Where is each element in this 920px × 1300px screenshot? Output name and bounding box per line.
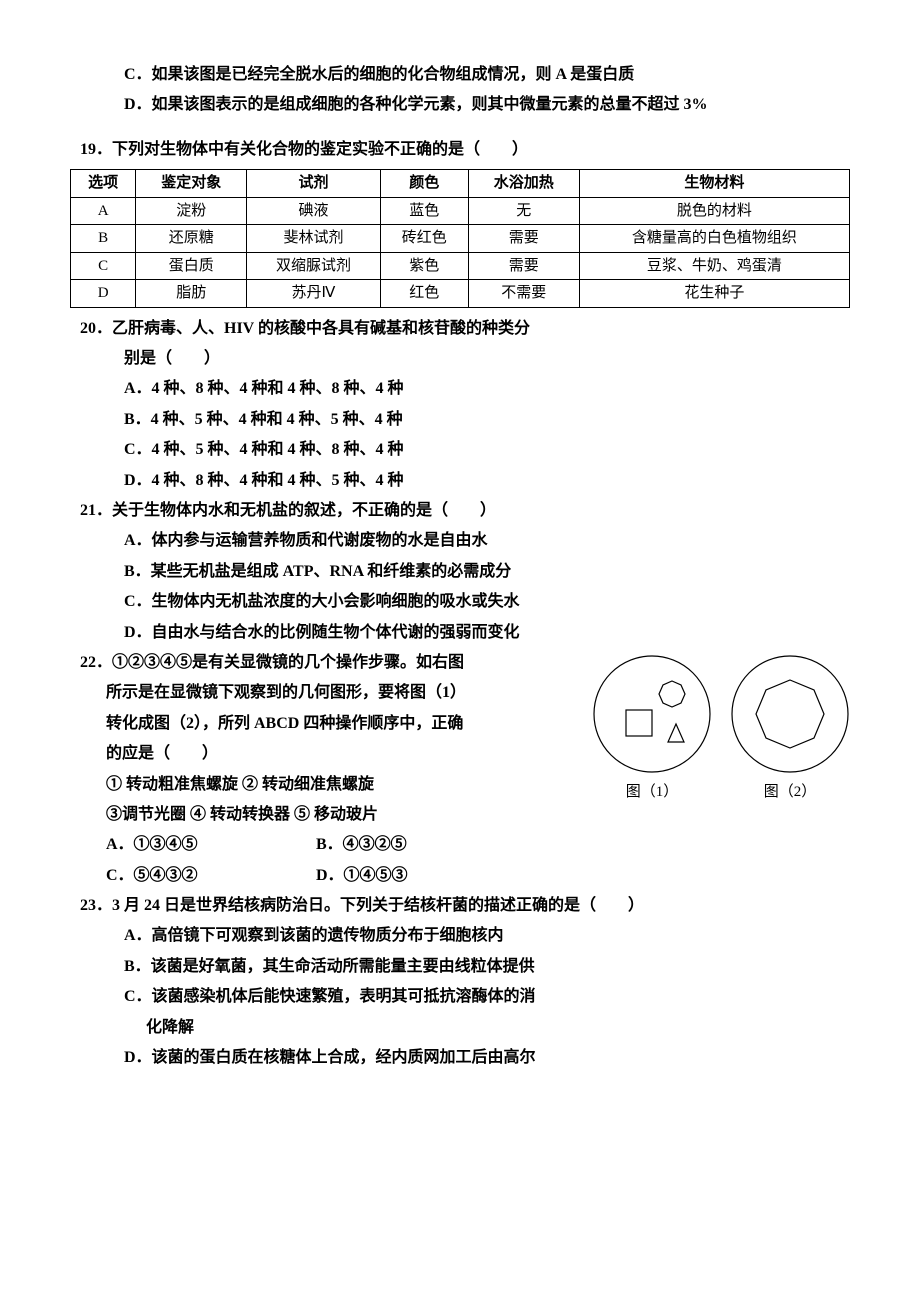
q23-a: A．高倍镜下可观察到该菌的遗传物质分布于细胞核内 [70,921,850,951]
q21-b: B．某些无机盐是组成 ATP、RNA 和纤维素的必需成分 [70,557,850,587]
q22-ops1: ① 转动粗准焦螺旋 ② 转动细准焦螺旋 [70,770,582,800]
pretext-c: C．如果该图是已经完全脱水后的细胞的化合物组成情况，则 A 是蛋白质 [70,60,850,90]
q22-figure: 图（1） 图（2） [582,648,850,807]
q21-a: A．体内参与运输营养物质和代谢废物的水是自由水 [70,526,850,556]
q21-d: D．自由水与结合水的比例随生物个体代谢的强弱而变化 [70,618,850,648]
q21-c: C．生物体内无机盐浓度的大小会影响细胞的吸水或失水 [70,587,850,617]
q23-d: D．该菌的蛋白质在核糖体上合成，经内质网加工后由高尔 [70,1043,850,1073]
q22-stem3: 转化成图（2），所列 ABCD 四种操作顺序中，正确 [70,709,582,739]
q23-b: B．该菌是好氧菌，其生命活动所需能量主要由线粒体提供 [70,952,850,982]
q20-a: A．4 种、8 种、4 种和 4 种、8 种、4 种 [70,374,850,404]
q22-ab: A．①③④⑤B．④③②⑤ [70,830,582,860]
q20-stem2: 别是（ ） [70,344,850,374]
q23-c2: 化降解 [70,1013,850,1043]
q19-stem: 19．下列对生物体中有关化合物的鉴定实验不正确的是（ ） [70,135,850,165]
table-row: A淀粉碘液蓝色无脱色的材料 [71,197,850,225]
col-option: 选项 [71,170,136,198]
q20-b: B．4 种、5 种、4 种和 4 种、5 种、4 种 [70,405,850,435]
fig1-label: 图（1） [626,778,679,807]
fig2-label: 图（2） [764,778,817,807]
col-material: 生物材料 [579,170,849,198]
q22-stem4: 的应是（ ） [70,739,582,769]
q20-d: D．4 种、8 种、4 种和 4 种、5 种、4 种 [70,466,850,496]
col-heat: 水浴加热 [468,170,579,198]
table-row: B还原糖斐林试剂砖红色需要含糖量高的白色植物组织 [71,225,850,253]
q23-stem: 23．3 月 24 日是世界结核病防治日。下列关于结核杆菌的描述正确的是（ ） [70,891,850,921]
q21-stem: 21．关于生物体内水和无机盐的叙述，不正确的是（ ） [70,496,850,526]
q20-c: C．4 种、5 种、4 种和 4 种、8 种、4 种 [70,435,850,465]
table-row: C蛋白质双缩脲试剂紫色需要豆浆、牛奶、鸡蛋清 [71,252,850,280]
col-target: 鉴定对象 [136,170,247,198]
pretext-d: D．如果该图表示的是组成细胞的各种化学元素，则其中微量元素的总量不超过 3% [70,90,850,120]
q22-ops2: ③调节光圈 ④ 转动转换器 ⑤ 移动玻片 [70,800,582,830]
table-row: 选项 鉴定对象 试剂 颜色 水浴加热 生物材料 [71,170,850,198]
q20-stem: 20．乙肝病毒、人、HIV 的核酸中各具有碱基和核苷酸的种类分 [70,314,850,344]
q22-stem: 22．①②③④⑤是有关显微镜的几个操作步骤。如右图 [70,648,582,678]
col-color: 颜色 [380,170,468,198]
q19-table: 选项 鉴定对象 试剂 颜色 水浴加热 生物材料 A淀粉碘液蓝色无脱色的材料 B还… [70,169,850,308]
table-row: D脂肪苏丹Ⅳ红色不需要花生种子 [71,280,850,308]
q23-c: C．该菌感染机体后能快速繁殖，表明其可抵抗溶酶体的消 [70,982,850,1012]
q22-stem2: 所示是在显微镜下观察到的几何图形，要将图（1） [70,678,582,708]
col-reagent: 试剂 [247,170,381,198]
q22-cd: C．⑤④③②D．①④⑤③ [70,861,582,891]
figure-1 [592,654,712,774]
figure-2 [730,654,850,774]
